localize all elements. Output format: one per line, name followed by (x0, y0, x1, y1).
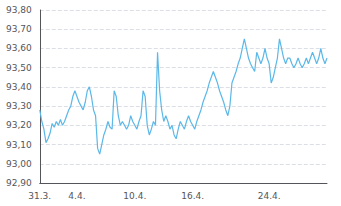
svg-text:16.4.: 16.4. (181, 191, 204, 201)
svg-text:93,80: 93,80 (6, 5, 32, 15)
svg-text:93,20: 93,20 (6, 120, 32, 130)
svg-text:93,50: 93,50 (6, 63, 32, 73)
svg-text:92,90: 92,90 (6, 178, 32, 188)
svg-text:93,60: 93,60 (6, 43, 32, 53)
svg-text:31.3.: 31.3. (28, 191, 51, 201)
svg-text:93,10: 93,10 (6, 140, 32, 150)
svg-text:24.4.: 24.4. (258, 191, 281, 201)
svg-text:93,00: 93,00 (6, 159, 32, 169)
svg-text:93,40: 93,40 (6, 82, 32, 92)
svg-text:93,30: 93,30 (6, 101, 32, 111)
svg-text:93,70: 93,70 (6, 24, 32, 34)
svg-text:10.4.: 10.4. (123, 191, 146, 201)
svg-text:4.4.: 4.4. (68, 191, 85, 201)
